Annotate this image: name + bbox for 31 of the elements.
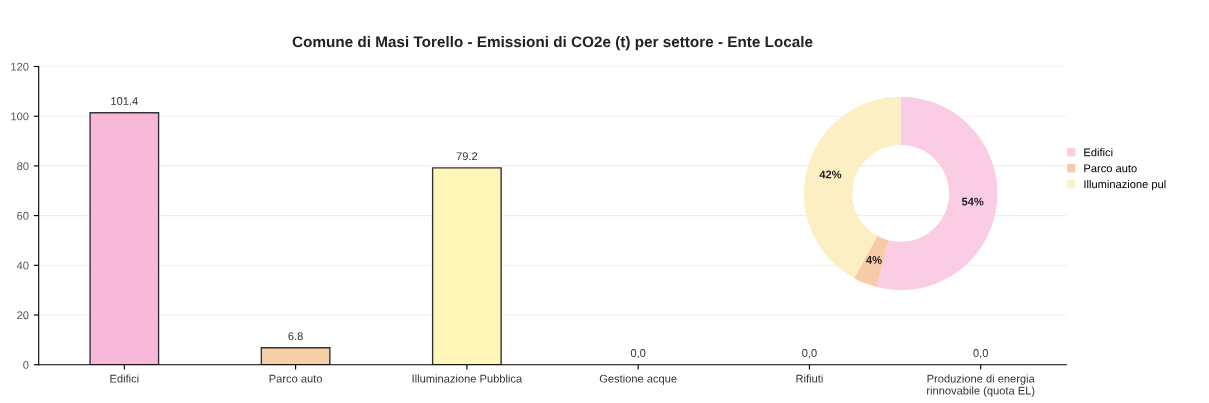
data-label: 79.2 xyxy=(456,152,478,161)
bar xyxy=(431,167,502,365)
data-label: 42% xyxy=(819,170,842,179)
y-tick-label: 20 xyxy=(17,311,29,320)
data-label: 0,0 xyxy=(802,349,817,359)
x-tick-label: Gestione acque xyxy=(599,374,677,385)
y-tick-label: 0 xyxy=(23,360,29,369)
data-label: 6.8 xyxy=(288,332,303,341)
x-tick-label: Illuminazione Pubblica xyxy=(412,374,523,383)
data-label: 0,0 xyxy=(973,349,988,359)
y-tick-label: 100 xyxy=(11,112,29,121)
x-tick-label: Parco auto xyxy=(269,374,323,383)
x-tick-label: Rifiuti xyxy=(796,374,823,383)
legend-label: Illuminazione pul xyxy=(1084,179,1166,191)
bar xyxy=(260,347,331,365)
donut-slice xyxy=(804,96,901,279)
x-tick-label: Edifici xyxy=(110,374,139,383)
y-tick-label: 120 xyxy=(11,62,29,71)
data-label: 101.4 xyxy=(111,97,138,105)
y-tick-label: 60 xyxy=(17,211,29,220)
donut-slice xyxy=(854,235,889,288)
chart-title: Comune di Masi Torello - Emissioni di CO2e (t) per settore - Ente Locale xyxy=(292,35,813,51)
legend-label: Parco auto xyxy=(1084,164,1137,173)
data-label: 0,0 xyxy=(630,349,646,359)
x-tick-label: Produzione di energia rinnovabile (quota EL) xyxy=(927,374,1035,397)
bar xyxy=(89,112,160,365)
data-label: 54% xyxy=(961,197,984,206)
data-label: 4% xyxy=(866,256,882,264)
y-tick-label: 40 xyxy=(16,261,29,270)
legend-label: Edifici xyxy=(1084,148,1113,157)
y-tick-label: 80 xyxy=(17,162,29,171)
